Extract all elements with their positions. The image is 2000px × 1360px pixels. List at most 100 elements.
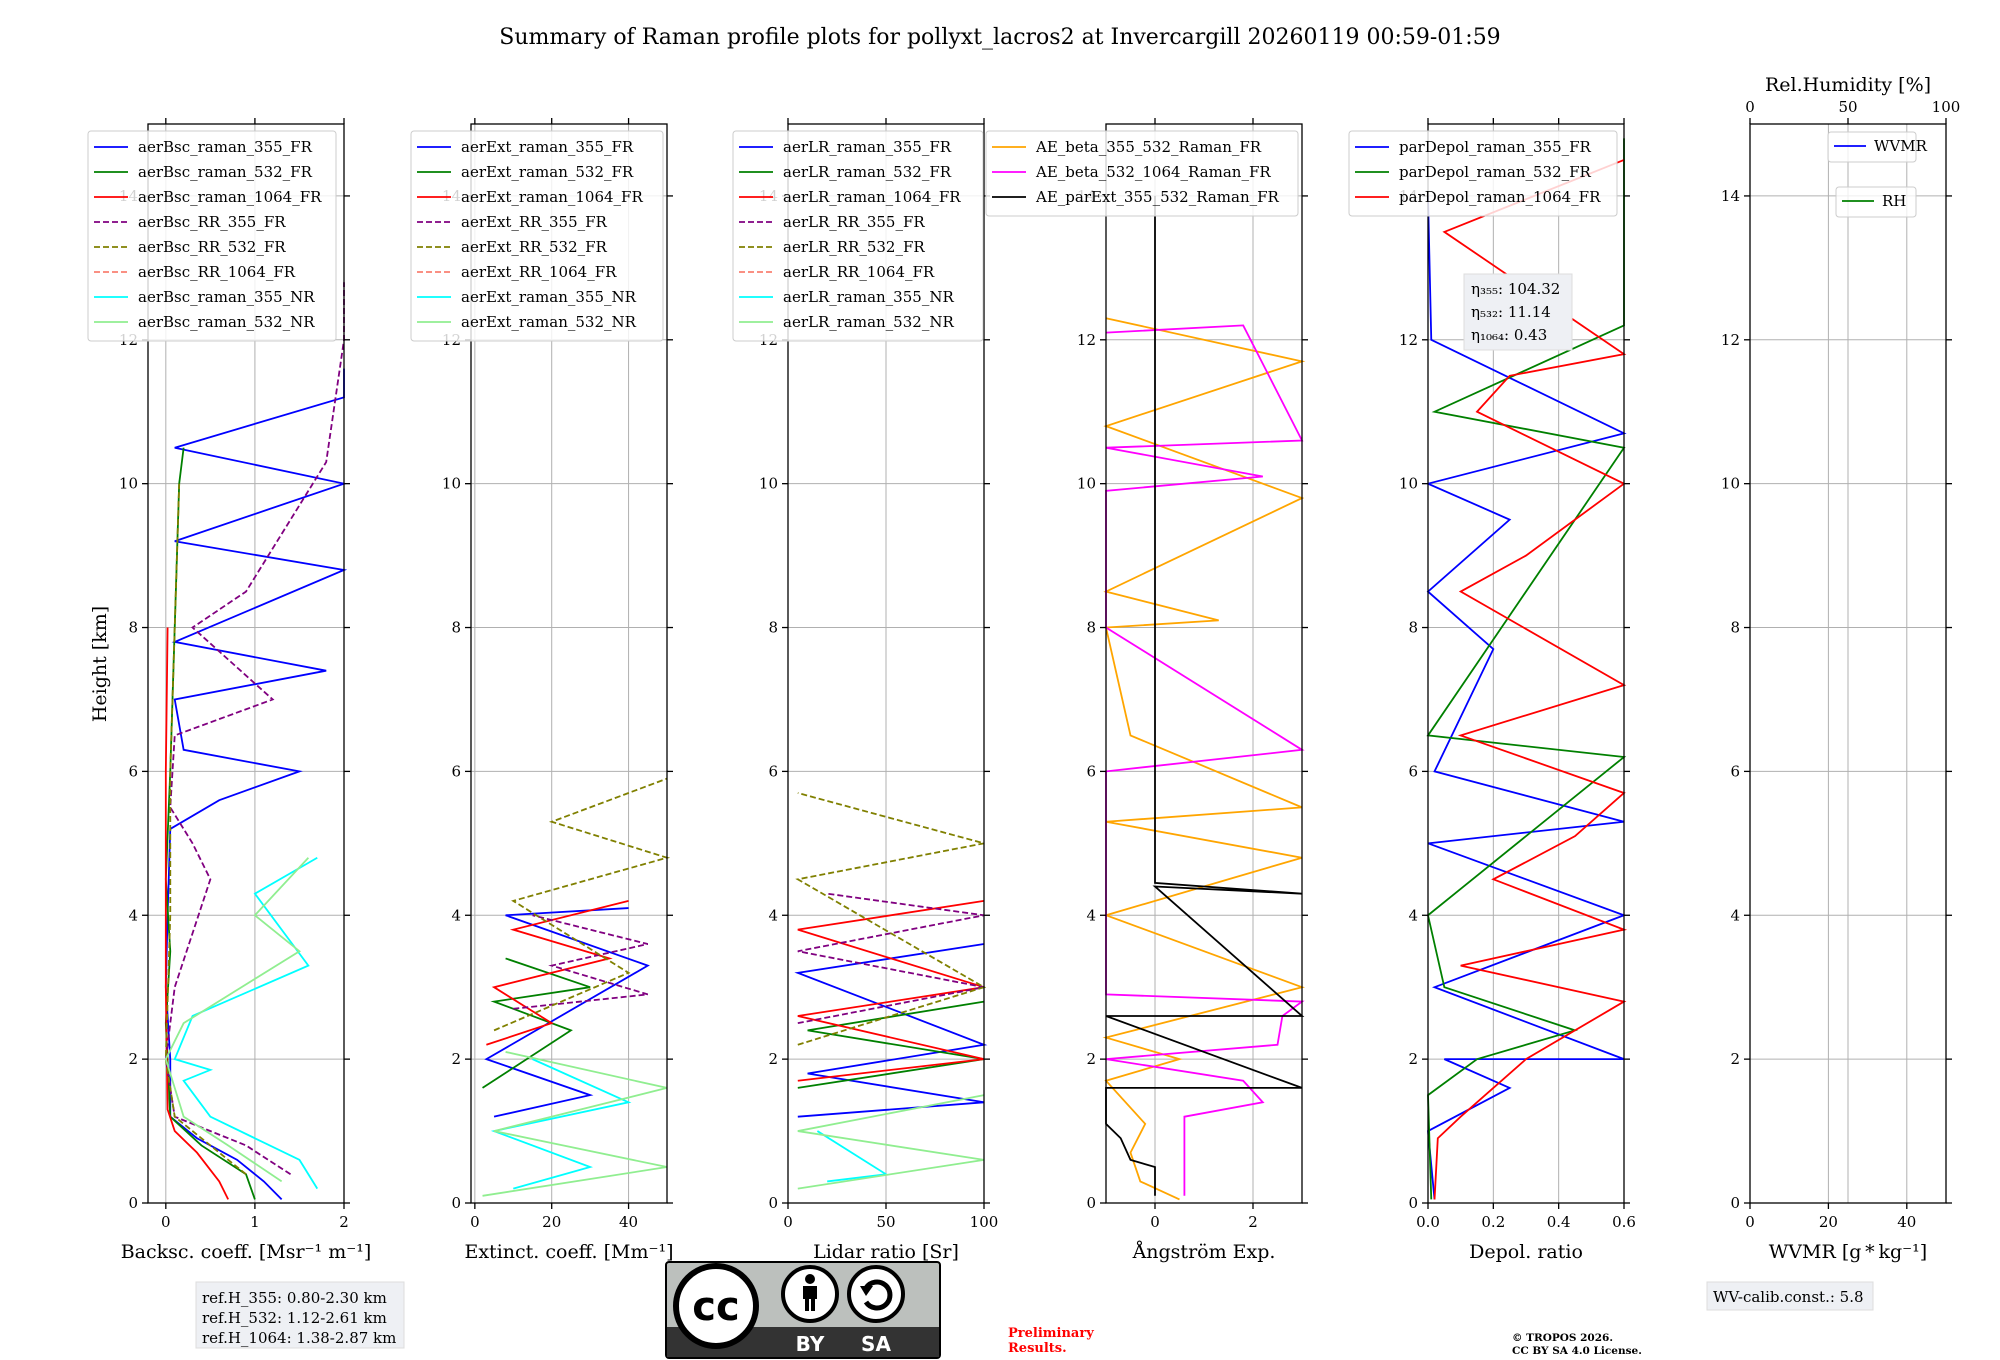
legend-label: aerBsc_RR_532_FR — [138, 238, 286, 256]
y-tick-label: 10 — [1721, 475, 1740, 493]
y-tick-label: 4 — [1086, 906, 1096, 924]
x-tick-label: 0.0 — [1416, 1213, 1440, 1231]
y-tick-label: 10 — [759, 475, 778, 493]
legend-label: WVMR — [1874, 137, 1928, 155]
chart-panel-4: 0246810121402Ångström Exp.AE_beta_355_53… — [985, 118, 1308, 1263]
legend-label: aerLR_raman_532_NR — [783, 313, 954, 331]
cc-text: cc — [692, 1284, 739, 1330]
y-tick-label: 8 — [128, 619, 138, 637]
series-line — [797, 1094, 985, 1190]
legend-label: aerExt_RR_355_FR — [461, 213, 608, 231]
chart-panel-6: 0 2 4 6 8 10 12 14 0 20 40 WVMR [g * kg⁻¹] 0 50 100Rel… — [1721, 74, 1960, 1263]
series-line — [173, 856, 319, 1190]
legend: aerLR_raman_355_FR aerLR_raman_532_FR aerL… — [732, 130, 984, 342]
y-tick-label: 2 — [128, 1050, 138, 1068]
legend-label: aerBsc_RR_1064_FR — [138, 263, 296, 281]
series-line — [797, 1000, 985, 1089]
y-tick-label: 10 — [1399, 475, 1418, 493]
series-line — [482, 957, 591, 1089]
legend-box — [1348, 130, 1618, 217]
y-tick-label: 4 — [451, 906, 461, 924]
legend-label: aerBsc_raman_532_FR — [138, 163, 313, 181]
wv-calib-box: WV-calib.const.: 5.8 — [1706, 1281, 1874, 1311]
series-line — [164, 857, 310, 1183]
x-axis-label: Depol. ratio — [1469, 1241, 1583, 1263]
eta-label: η₅₃₂: 11.14 — [1471, 303, 1551, 321]
figure-title: Summary of Raman profile plots for polly… — [499, 25, 1500, 50]
x-tick-label: 0.6 — [1612, 1213, 1636, 1231]
top-tick-label: 100 — [1932, 98, 1961, 116]
x-tick-label: 0.4 — [1547, 1213, 1571, 1231]
legend-label: aerLR_RR_532_FR — [783, 238, 925, 256]
x-tick-label: 1 — [250, 1213, 260, 1231]
series-line — [795, 792, 987, 1046]
y-tick-label: 12 — [1399, 331, 1418, 349]
cc-icon — [673, 1263, 759, 1349]
y-tick-label: 10 — [119, 475, 138, 493]
series-line — [797, 899, 985, 1082]
y-tick-label: 10 — [442, 475, 461, 493]
y-tick-label: 10 — [1077, 475, 1096, 493]
x-tick-label: 50 — [876, 1213, 895, 1231]
series-line — [1426, 138, 1627, 1200]
legend-label: aerExt_RR_1064_FR — [461, 263, 617, 281]
y-tick-label: 6 — [451, 762, 461, 780]
y-tick-label: 6 — [128, 762, 138, 780]
legend-label: aerBsc_RR_355_FR — [138, 213, 286, 231]
sa-label: SA — [861, 1332, 891, 1356]
series-line — [513, 914, 649, 1010]
y-tick-label: 6 — [1730, 762, 1740, 780]
refh-line: ref.H_1064: 1.38-2.87 km — [202, 1329, 396, 1347]
axes-frame — [1427, 123, 1625, 1204]
legend: AE_beta_355_532_Raman_FR AE_beta_532_1064… — [985, 130, 1299, 217]
copyright-label: CC BY SA 4.0 License. — [1512, 1345, 1642, 1357]
x-tick-label: 0 — [783, 1213, 793, 1231]
x-axis-label: WVMR [g * kg⁻¹] — [1769, 1241, 1927, 1263]
series-line — [486, 900, 629, 1046]
legend: WVMR RH — [1827, 131, 1928, 218]
legend-box — [410, 130, 664, 342]
x-tick-label: 2 — [1248, 1213, 1258, 1231]
legend-label: AE_beta_532_1064_Raman_FR — [1035, 163, 1271, 181]
series-line — [164, 447, 256, 1200]
x-tick-label: 0 — [1745, 1213, 1755, 1231]
legend-label: parDepol_raman_532_FR — [1399, 163, 1592, 181]
legend-label: aerBsc_raman_1064_FR — [138, 188, 322, 206]
legend-label: aerLR_raman_355_FR — [783, 138, 952, 156]
top-axis-label: Rel.Humidity [%] — [1765, 74, 1931, 96]
eta-label: η₁₀₆₄: 0.43 — [1471, 326, 1547, 344]
y-tick-label: 14 — [1721, 187, 1740, 205]
panels: 02468101214012Backsc. coeff. [Msr⁻¹ m⁻¹]… — [87, 74, 1960, 1263]
x-tick-label: 0 — [1150, 1213, 1160, 1231]
legend-label: aerLR_RR_1064_FR — [783, 263, 935, 281]
y-tick-label: 6 — [768, 762, 778, 780]
sa-icon — [847, 1265, 905, 1323]
axes-frame — [147, 123, 345, 1204]
x-axis-label: Ångström Exp. — [1132, 1241, 1276, 1263]
legend-label: aerExt_raman_355_NR — [461, 288, 637, 306]
legend-label: aerExt_raman_355_FR — [461, 138, 634, 156]
refh-line: ref.H_532: 1.12-2.61 km — [202, 1309, 387, 1327]
x-axis-label: Extinct. coeff. [Mm⁻¹] — [464, 1241, 673, 1263]
x-tick-label: 40 — [619, 1213, 638, 1231]
y-tick-label: 6 — [1408, 762, 1418, 780]
y-tick-label: 4 — [128, 906, 138, 924]
copyright-label: © TROPOS 2026. — [1512, 1332, 1613, 1344]
series-line — [794, 943, 988, 1118]
preliminary-label: Preliminary — [1008, 1326, 1094, 1341]
chart-panel-3: 02468101214050100Lidar ratio [Sr]aerLR_r… — [732, 118, 998, 1263]
y-tick-label: 4 — [768, 906, 778, 924]
legend-box — [87, 130, 337, 342]
legend-label: aerLR_raman_355_NR — [783, 288, 954, 306]
series-line — [490, 1058, 632, 1190]
y-tick-label: 6 — [1086, 762, 1096, 780]
y-tick-label: 0 — [1730, 1194, 1740, 1212]
legend-label: parDepol_raman_355_FR — [1399, 138, 1592, 156]
legend-box — [732, 130, 984, 342]
x-tick-label: 20 — [1819, 1213, 1838, 1231]
series-line — [1433, 159, 1628, 1200]
refh-box: ref.H_355: 0.80-2.30 km ref.H_532: 1.12-… — [195, 1281, 405, 1349]
legend-label: aerLR_raman_1064_FR — [783, 188, 961, 206]
